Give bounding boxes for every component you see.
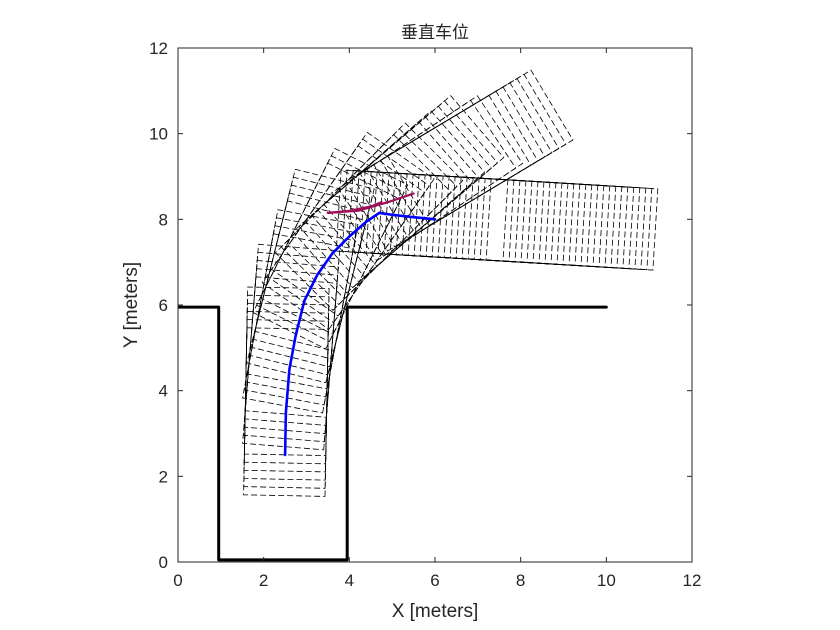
vehicle-footprint [259, 147, 409, 335]
vehicle-footprint [485, 178, 659, 271]
vehicle-footprint [286, 122, 464, 300]
vehicle-footprint [323, 95, 505, 267]
axis-ticks: 0 2 4 6 8 10 12 0 2 4 6 8 10 12 [149, 39, 701, 590]
y-tick-label: 10 [149, 125, 168, 144]
y-tick-label: 8 [159, 210, 168, 229]
parking-boundary-line [178, 305, 608, 562]
planned-path-line [377, 211, 437, 221]
y-tick-label: 12 [149, 39, 168, 58]
x-tick-label: 0 [173, 571, 182, 590]
y-axis-label: Y [meters] [121, 262, 142, 348]
vehicle-footprint [270, 131, 435, 317]
x-tick-label: 8 [516, 571, 525, 590]
y-tick-label: 4 [159, 382, 168, 401]
x-tick-label: 12 [683, 571, 702, 590]
planned-path-line [283, 211, 381, 457]
vehicle-footprint [244, 243, 341, 418]
vehicle-footprint [246, 209, 359, 390]
y-tick-label: 0 [159, 553, 168, 572]
vehicle-footprints [242, 69, 659, 497]
series-lines [178, 192, 608, 562]
vehicle-footprint [387, 69, 574, 227]
chart-title: 垂直车位 [401, 23, 469, 43]
x-axis-label: X [meters] [392, 601, 479, 622]
candidate-branch-line [326, 192, 415, 214]
x-tick-label: 4 [345, 571, 354, 590]
plot-area [178, 48, 692, 562]
y-tick-label: 6 [159, 296, 168, 315]
x-tick-label: 10 [597, 571, 616, 590]
x-tick-label: 6 [430, 571, 439, 590]
vehicle-footprint [304, 110, 486, 283]
x-tick-label: 2 [259, 571, 268, 590]
y-tick-label: 2 [159, 467, 168, 486]
